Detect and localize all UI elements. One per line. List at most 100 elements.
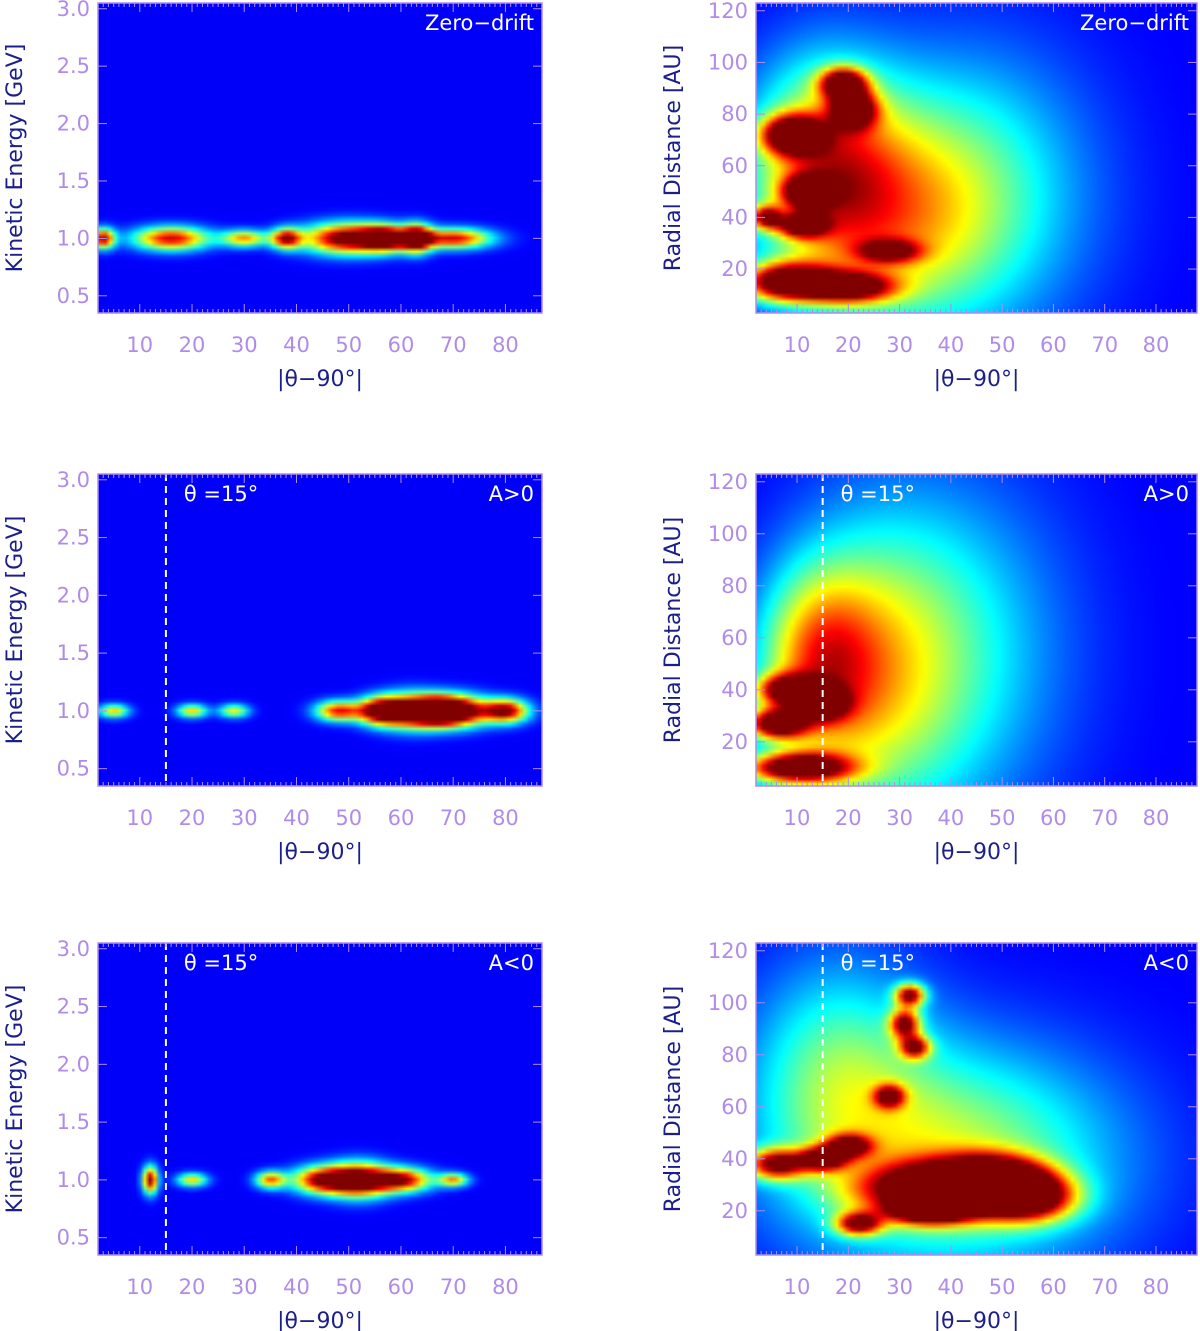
y-tick-label: 0.5 — [57, 1226, 90, 1250]
x-tick-label: 30 — [886, 806, 913, 830]
y-tick-label: 0.5 — [57, 284, 90, 308]
panel-3: 10 20 30 40 50 60 70 80 0.5 1.0 1.5 2.0 2.5 3.0 |θ−90°… — [3, 468, 543, 865]
y-tick-label: 80 — [721, 574, 748, 598]
x-tick-label: 20 — [835, 333, 862, 357]
y-tick-label: 3.0 — [57, 937, 90, 961]
x-tick-label: 70 — [440, 1275, 467, 1299]
panel-5: 10 20 30 40 50 60 70 80 0.5 1.0 1.5 2.0 2.5 3.0 |θ−90°… — [3, 937, 543, 1331]
model-label: Zero−drift — [425, 11, 534, 35]
y-tick-label: 60 — [721, 626, 748, 650]
x-tick-label: 60 — [1040, 806, 1067, 830]
x-tick-label: 80 — [1143, 333, 1170, 357]
y-tick-label: 2.5 — [57, 995, 90, 1019]
y-axis-title: Kinetic Energy [GeV] — [3, 516, 28, 745]
x-tick-label: 30 — [231, 1275, 258, 1299]
x-tick-label: 30 — [231, 806, 258, 830]
x-tick-label: 60 — [388, 806, 415, 830]
y-axis-title: Kinetic Energy [GeV] — [3, 985, 28, 1214]
x-tick-label: 40 — [937, 1275, 964, 1299]
y-tick-label: 120 — [708, 0, 748, 23]
y-tick-label: 60 — [721, 154, 748, 178]
theta-annotation: θ =15° — [841, 951, 915, 975]
x-axis-title: |θ−90°| — [934, 1309, 1020, 1331]
y-axis-title: Radial Distance [AU] — [661, 986, 686, 1212]
model-label: A<0 — [489, 951, 534, 975]
y-tick-label: 1.0 — [57, 699, 90, 723]
heatmap-image — [756, 474, 1197, 786]
y-tick-label: 2.0 — [57, 583, 90, 607]
y-tick-label: 100 — [708, 50, 748, 74]
plot-frame — [97, 473, 543, 787]
x-tick-label: 10 — [784, 333, 811, 357]
y-tick-label: 40 — [721, 1147, 748, 1171]
y-axis-title: Radial Distance [AU] — [661, 45, 686, 271]
panel-6: 10 20 30 40 50 60 70 80 20 40 60 80 100 120 |θ−90°| Rad… — [661, 939, 1198, 1331]
x-tick-label: 50 — [335, 333, 362, 357]
x-tick-label: 70 — [1091, 806, 1118, 830]
x-tick-label: 60 — [388, 333, 415, 357]
x-axis-title: |θ−90°| — [277, 367, 363, 392]
x-tick-label: 20 — [835, 806, 862, 830]
model-label: A>0 — [489, 482, 534, 506]
y-tick-label: 80 — [721, 102, 748, 126]
heatmap-image — [98, 474, 542, 786]
x-tick-label: 70 — [1091, 333, 1118, 357]
x-tick-label: 40 — [283, 1275, 310, 1299]
y-tick-label: 120 — [708, 470, 748, 494]
x-tick-label: 70 — [1091, 1275, 1118, 1299]
theta-annotation: θ =15° — [184, 951, 258, 975]
x-tick-label: 60 — [1040, 333, 1067, 357]
theta-annotation: θ =15° — [184, 482, 258, 506]
y-tick-label: 3.0 — [57, 0, 90, 21]
y-tick-label: 80 — [721, 1043, 748, 1067]
x-tick-label: 10 — [784, 806, 811, 830]
y-tick-label: 60 — [721, 1095, 748, 1119]
x-tick-label: 10 — [784, 1275, 811, 1299]
x-tick-label: 40 — [937, 333, 964, 357]
x-tick-label: 40 — [937, 806, 964, 830]
x-tick-label: 20 — [179, 1275, 206, 1299]
x-tick-label: 50 — [335, 1275, 362, 1299]
x-axis-title: |θ−90°| — [277, 1309, 363, 1331]
model-label: Zero−drift — [1080, 11, 1189, 35]
panel-2: 10 20 30 40 50 60 70 80 20 40 60 80 100 120 |θ−90°| Rad… — [661, 0, 1198, 392]
x-tick-label: 30 — [886, 333, 913, 357]
y-tick-label: 1.0 — [57, 1168, 90, 1192]
x-tick-label: 50 — [989, 333, 1016, 357]
y-tick-label: 20 — [721, 730, 748, 754]
x-tick-label: 60 — [1040, 1275, 1067, 1299]
y-tick-label: 1.0 — [57, 226, 90, 250]
x-tick-label: 30 — [231, 333, 258, 357]
x-tick-label: 50 — [989, 806, 1016, 830]
y-tick-label: 100 — [708, 991, 748, 1015]
panel-4: 10 20 30 40 50 60 70 80 20 40 60 80 100 120 |θ−90°| Rad… — [661, 470, 1198, 865]
y-tick-label: 1.5 — [57, 1110, 90, 1134]
x-tick-label: 60 — [388, 1275, 415, 1299]
y-tick-label: 2.5 — [57, 526, 90, 550]
y-tick-label: 120 — [708, 939, 748, 963]
x-tick-label: 20 — [835, 1275, 862, 1299]
x-tick-label: 20 — [179, 806, 206, 830]
x-tick-label: 70 — [440, 333, 467, 357]
heatmap-image — [756, 3, 1197, 313]
x-tick-label: 50 — [335, 806, 362, 830]
theta-annotation: θ =15° — [841, 482, 915, 506]
heatmap-image — [756, 943, 1197, 1255]
plot-frame — [97, 2, 543, 314]
y-tick-label: 20 — [721, 1199, 748, 1223]
x-tick-label: 70 — [440, 806, 467, 830]
y-tick-label: 2.0 — [57, 112, 90, 136]
x-tick-label: 40 — [283, 333, 310, 357]
y-tick-label: 2.5 — [57, 54, 90, 78]
y-tick-label: 40 — [721, 678, 748, 702]
heatmap-image — [98, 943, 542, 1255]
model-label: A>0 — [1144, 482, 1189, 506]
x-tick-label: 80 — [1143, 806, 1170, 830]
x-tick-label: 40 — [283, 806, 310, 830]
y-axis-title: Kinetic Energy [GeV] — [3, 44, 28, 273]
model-label: A<0 — [1144, 951, 1189, 975]
y-tick-label: 2.0 — [57, 1052, 90, 1076]
plot-frame — [97, 942, 543, 1256]
x-tick-label: 80 — [1143, 1275, 1170, 1299]
